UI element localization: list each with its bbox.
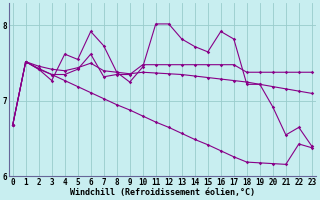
X-axis label: Windchill (Refroidissement éolien,°C): Windchill (Refroidissement éolien,°C) [70, 188, 255, 197]
